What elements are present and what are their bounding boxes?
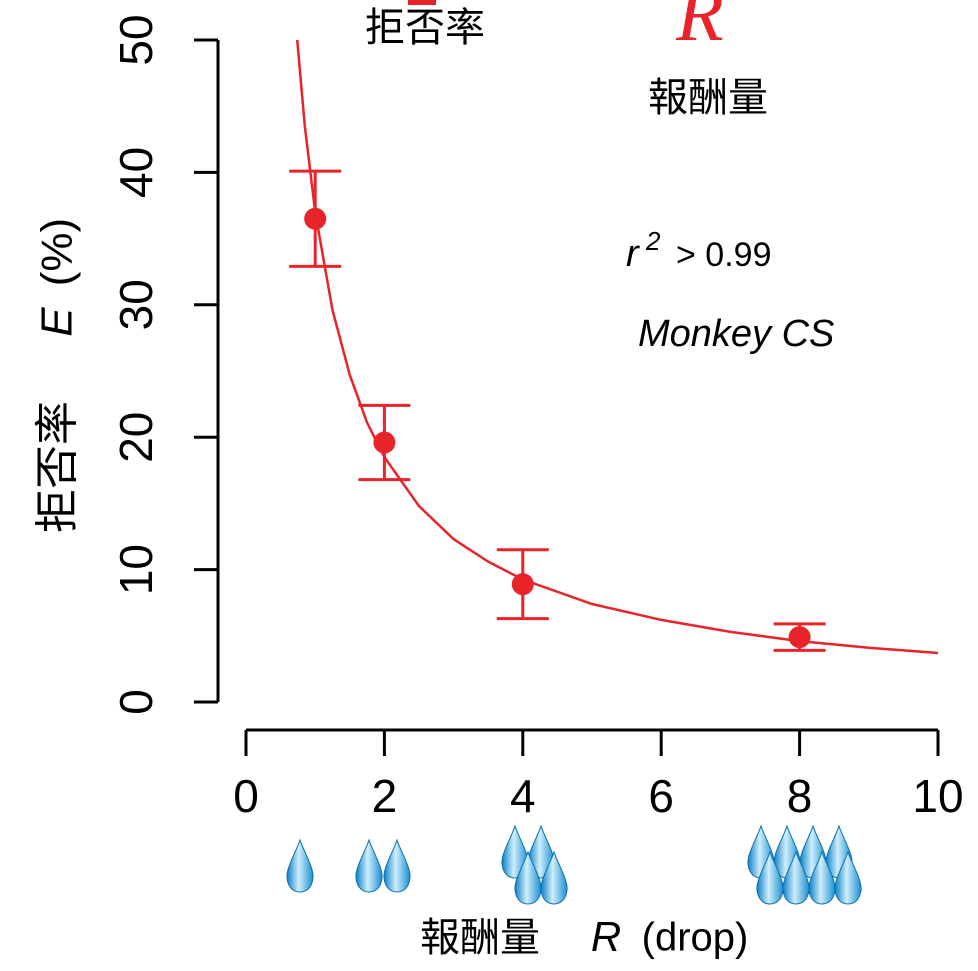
top-symbol: R <box>675 0 724 57</box>
y-axis-label: 拒否率 <box>32 401 83 533</box>
x-tick-label: 6 <box>648 770 674 822</box>
top-label: 拒否率 <box>365 5 485 51</box>
x-tick-label: 0 <box>233 770 259 822</box>
top-label: 報酬量 <box>648 75 768 121</box>
data-point <box>789 626 811 648</box>
x-tick-label: 2 <box>372 770 398 822</box>
y-tick-label: 30 <box>110 279 162 330</box>
y-axis-label: (%) <box>33 218 82 286</box>
x-tick-label: 4 <box>510 770 536 822</box>
annotation: Monkey CS <box>638 313 834 355</box>
x-axis-label: 報酬量 <box>420 915 540 961</box>
drop-icons <box>287 826 861 904</box>
annotation: > 0.99 <box>676 236 771 274</box>
data-point <box>512 573 534 595</box>
x-tick-label: 10 <box>912 770 963 822</box>
data-point <box>373 431 395 453</box>
fit-curve <box>297 40 938 653</box>
y-tick-label: 10 <box>110 544 162 595</box>
y-tick-label: 40 <box>110 147 162 198</box>
chart: 拒否率 R 報酬量 r 2 > 0.99 Monkey CS 拒否率 E (%)… <box>0 0 978 971</box>
annotation: 2 <box>645 226 661 256</box>
x-axis-label: (drop) <box>642 916 749 960</box>
annotation: r <box>626 233 640 275</box>
y-tick-label: 20 <box>110 412 162 463</box>
y-tick-label: 50 <box>110 14 162 65</box>
y-tick-label: 0 <box>110 689 162 715</box>
x-tick-label: 8 <box>787 770 813 822</box>
x-axis-label: R <box>591 913 621 960</box>
y-axis-label: E <box>33 307 82 337</box>
data-point <box>304 208 326 230</box>
